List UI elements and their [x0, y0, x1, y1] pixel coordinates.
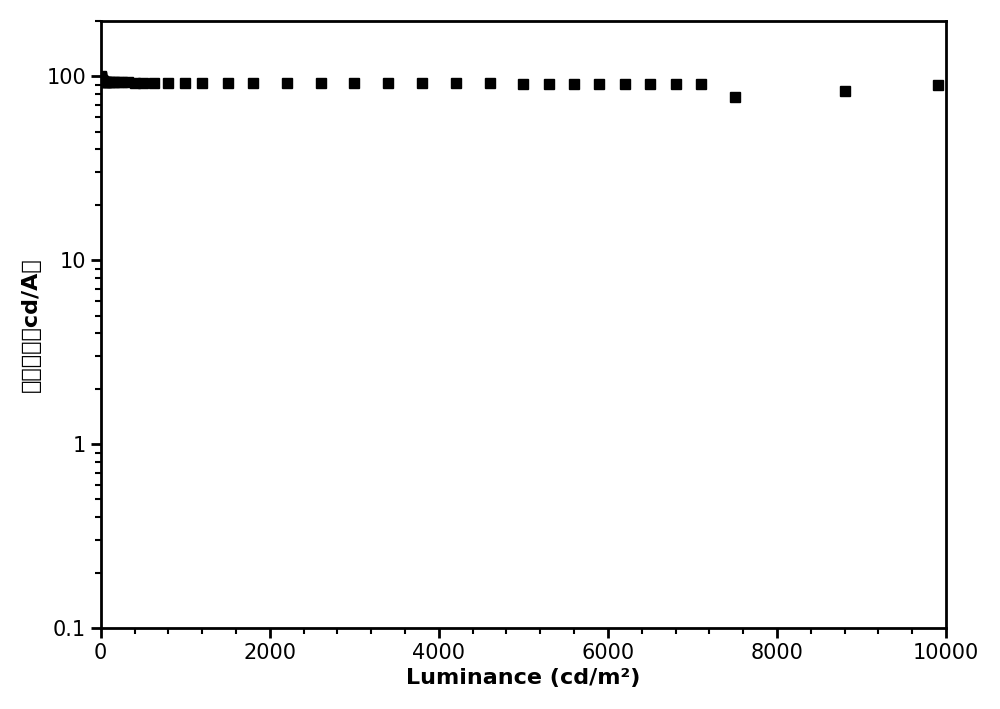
- Y-axis label: 电流效率（cd/A）: 电流效率（cd/A）: [21, 257, 41, 392]
- X-axis label: Luminance (cd/m²): Luminance (cd/m²): [406, 668, 641, 688]
